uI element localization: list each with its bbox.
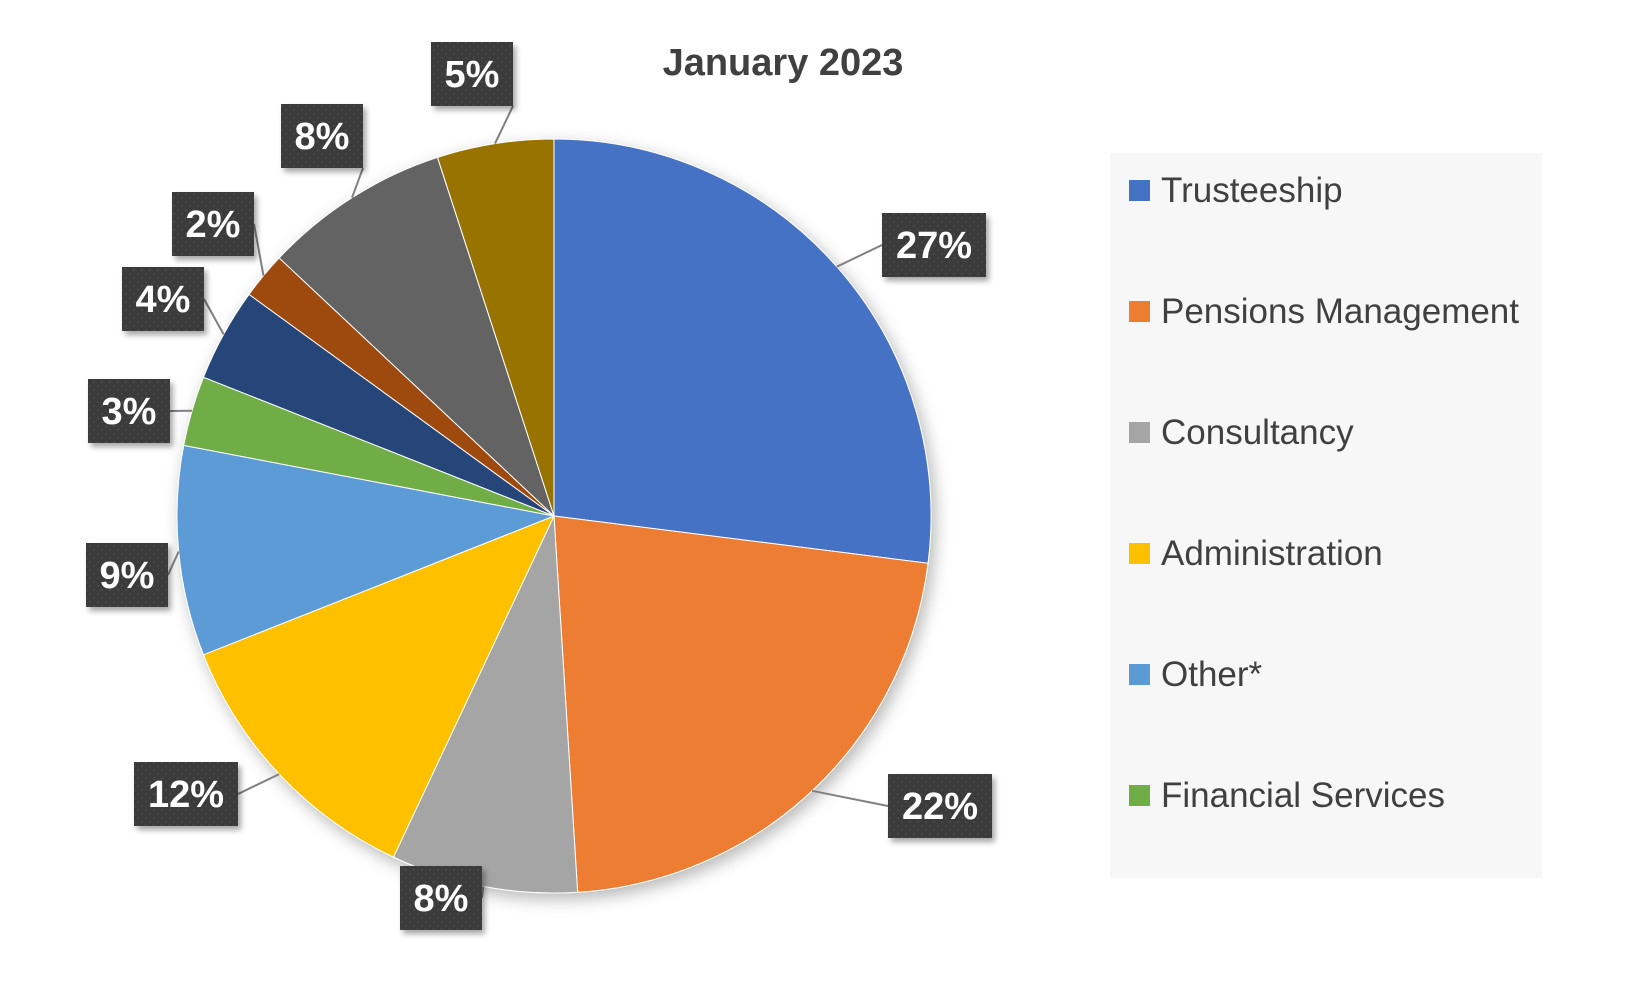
leader-line <box>253 223 265 276</box>
pie-slice <box>553 515 929 893</box>
legend-item: Other* <box>1129 655 1263 694</box>
data-label-text: 2% <box>186 204 241 246</box>
data-label-box <box>172 192 254 256</box>
data-label-box <box>882 213 986 277</box>
data-label: 5% <box>431 42 513 106</box>
legend-swatch <box>1129 422 1150 443</box>
data-label: 8% <box>281 104 363 168</box>
leader-line <box>481 886 485 899</box>
legend-item: Pensions Management <box>1129 292 1519 331</box>
legend-swatch <box>1129 180 1150 201</box>
legend-label: Consultancy <box>1161 413 1354 452</box>
pie-slices <box>176 138 932 894</box>
leader-line <box>836 244 883 268</box>
legend-swatch <box>1129 543 1150 564</box>
data-label: 9% <box>86 543 168 607</box>
leader-line <box>167 551 180 576</box>
data-label-text: 27% <box>896 225 972 267</box>
legend-item: Administration <box>1129 534 1383 573</box>
legend-label: Financial Services <box>1161 776 1445 815</box>
legend-label: Pensions Management <box>1161 292 1519 331</box>
data-label-box <box>281 104 363 168</box>
data-label-text: 3% <box>102 391 157 433</box>
legend-background <box>1110 153 1542 878</box>
data-label: 4% <box>122 267 204 331</box>
data-label-text: 5% <box>445 54 500 96</box>
data-label-box <box>86 543 168 607</box>
data-label: 12% <box>134 762 238 826</box>
legend-swatch <box>1129 785 1150 806</box>
data-label-text: 22% <box>902 786 978 828</box>
data-label-box <box>431 42 513 106</box>
legend-swatch <box>1129 301 1150 322</box>
legend-label: Other* <box>1161 655 1263 694</box>
leader-line <box>494 105 514 145</box>
legend: Trusteeship Pensions Management Consultanc… <box>1129 171 1519 815</box>
leader-line <box>237 773 280 795</box>
data-label-text: 8% <box>414 878 469 920</box>
data-label-text: 8% <box>295 116 350 158</box>
data-label: 27% <box>882 213 986 277</box>
leader-line <box>811 789 889 807</box>
leader-line <box>203 298 225 335</box>
leader-lines <box>167 105 889 899</box>
data-label: 3% <box>88 379 170 443</box>
data-label-box <box>134 762 238 826</box>
legend-item: Trusteeship <box>1129 171 1343 210</box>
pie-slice <box>436 138 555 517</box>
data-label-box <box>888 774 992 838</box>
data-labels: 27% 22% 8% 12% 9% 3% 4% 2% 8% 5% <box>86 42 992 930</box>
data-label-box <box>88 379 170 443</box>
data-label-text: 12% <box>148 774 224 816</box>
pie-slice <box>553 138 932 564</box>
chart-title: January 2023 <box>663 42 904 84</box>
data-label-text: 9% <box>100 555 155 597</box>
leader-line <box>351 167 364 199</box>
pie-slice <box>176 444 556 656</box>
legend-label: Administration <box>1161 534 1383 573</box>
legend-swatch <box>1129 664 1150 685</box>
data-label: 22% <box>888 774 992 838</box>
legend-item: Consultancy <box>1129 413 1354 452</box>
data-label-box <box>400 866 482 930</box>
data-label: 8% <box>400 866 482 930</box>
legend-label: Trusteeship <box>1161 171 1343 210</box>
legend-item: Financial Services <box>1129 776 1445 815</box>
data-label-box <box>122 267 204 331</box>
data-label: 2% <box>172 192 254 256</box>
data-label-text: 4% <box>136 279 191 321</box>
